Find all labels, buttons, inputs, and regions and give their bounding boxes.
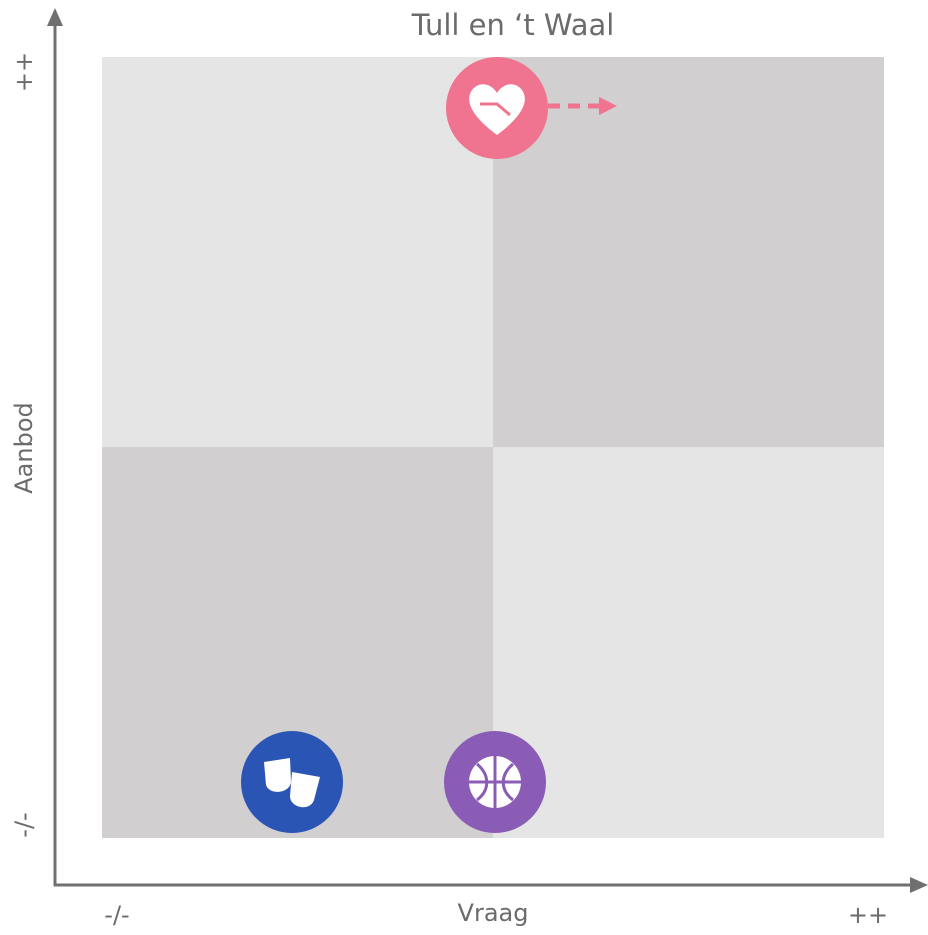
care-icon — [446, 57, 548, 159]
title: Tull en ‘t Waal — [411, 8, 615, 42]
y-axis-arrow — [47, 8, 63, 26]
y-axis-bottom: -/- — [10, 812, 38, 837]
theatre-icon — [241, 731, 343, 833]
quadrant-top-left — [102, 57, 493, 447]
y-axis-label: Aanbod — [10, 402, 38, 494]
x-axis-arrow — [910, 877, 928, 893]
quadrant-bottom-right — [493, 447, 884, 838]
movement-arrow-head — [599, 97, 617, 115]
quadrant-top-right — [493, 57, 884, 447]
basketball-icon — [444, 731, 546, 833]
x-axis-right: ++ — [848, 901, 888, 929]
y-axis-top: ++ — [10, 52, 38, 92]
x-axis-label: Vraag — [458, 899, 529, 927]
x-axis-left: -/- — [104, 901, 129, 929]
